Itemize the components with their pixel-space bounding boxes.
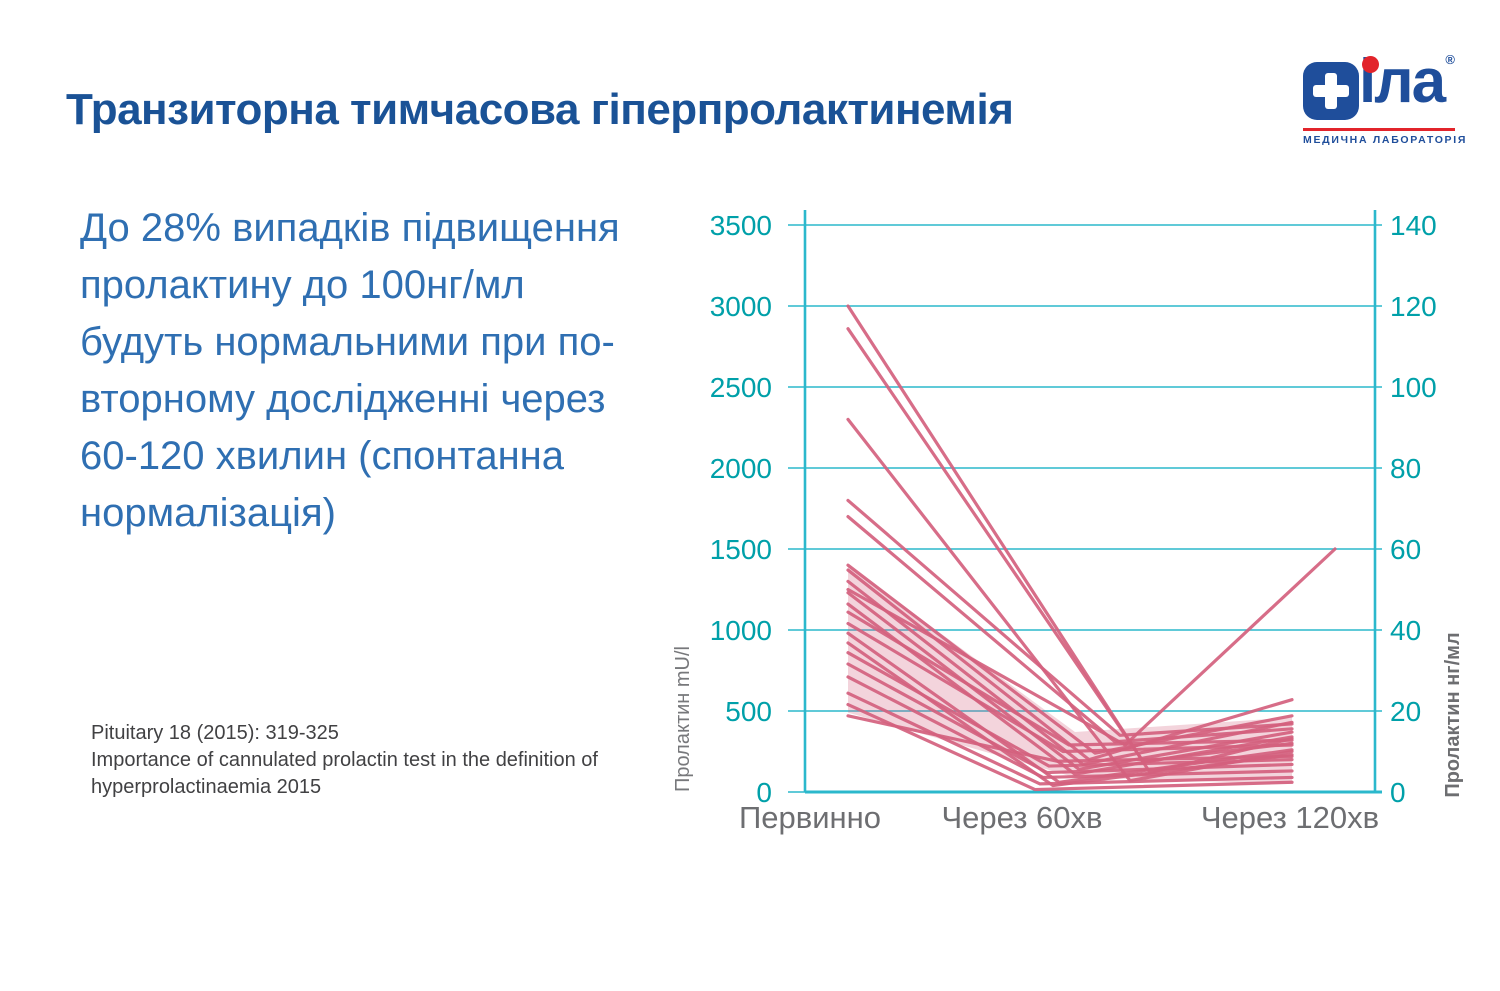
right-axis-title: Пролактин нг/мл (1442, 632, 1464, 797)
series-line-patient-10 (846, 602, 1294, 776)
citation-text: Pituitary 18 (2015): 319-325 Importance … (91, 722, 598, 798)
series-line-patient-19 (846, 702, 1294, 792)
logo-cross-icon (1303, 62, 1359, 120)
series-line-patient-17 (846, 675, 1294, 780)
series-line-patient-06 (846, 563, 1294, 755)
series-line-patient-21-outlier (846, 547, 1337, 747)
category-label: Через 60хв (942, 800, 1103, 835)
dila-logo: іла ® МЕДИЧНА ЛАБОРАТОРІЯ (1303, 47, 1468, 146)
logo-subtitle: МЕДИЧНА ЛАБОРАТОРІЯ (1303, 134, 1468, 146)
right-axis-tick-label: 100 (1390, 372, 1437, 403)
right-axis-tick-label: 0 (1390, 777, 1406, 808)
right-axis-tick-label: 120 (1390, 291, 1437, 322)
category-label: Первинно (739, 800, 881, 835)
right-axis-tick-label: 140 (1390, 210, 1437, 241)
series-line-patient-09 (846, 591, 1294, 771)
left-axis-tick-label: 2000 (710, 453, 772, 484)
left-axis-tick-label: 0 (756, 777, 772, 808)
logo-wordmark: іла ® (1303, 47, 1455, 124)
series-line-patient-18 (846, 691, 1294, 786)
page-title: Транзиторна тимчасова гіперпролактинемія (66, 85, 1014, 135)
cross-horizontal-bar (1313, 85, 1349, 97)
series-line-patient-16 (846, 662, 1294, 775)
left-axis-title: Пролактин mU/l (672, 646, 694, 792)
left-axis-tick-label: 3500 (710, 210, 772, 241)
series-line-patient-20 (846, 714, 1294, 763)
logo-red-dot-icon (1362, 56, 1379, 73)
right-axis-tick-label: 60 (1390, 534, 1421, 565)
category-label: Через 120хв (1201, 800, 1379, 835)
logo-registered-mark: ® (1445, 52, 1455, 67)
right-axis-tick-label: 20 (1390, 696, 1421, 727)
logo-red-rule (1303, 128, 1455, 131)
right-axis-tick-label: 40 (1390, 615, 1421, 646)
slide-body-text: До 28% випадків підвищення пролактину до… (80, 206, 620, 535)
series-line-patient-15 (846, 651, 1294, 768)
series-line-patient-12 (846, 621, 1294, 754)
left-axis-tick-label: 1000 (710, 615, 772, 646)
right-axis-tick-label: 80 (1390, 453, 1421, 484)
left-axis-tick-label: 2500 (710, 372, 772, 403)
left-axis-tick-label: 1500 (710, 534, 772, 565)
left-axis-tick-label: 500 (725, 696, 772, 727)
series-line-patient-11 (846, 610, 1294, 747)
confidence-band (848, 565, 1292, 784)
left-axis-tick-label: 3000 (710, 291, 772, 322)
